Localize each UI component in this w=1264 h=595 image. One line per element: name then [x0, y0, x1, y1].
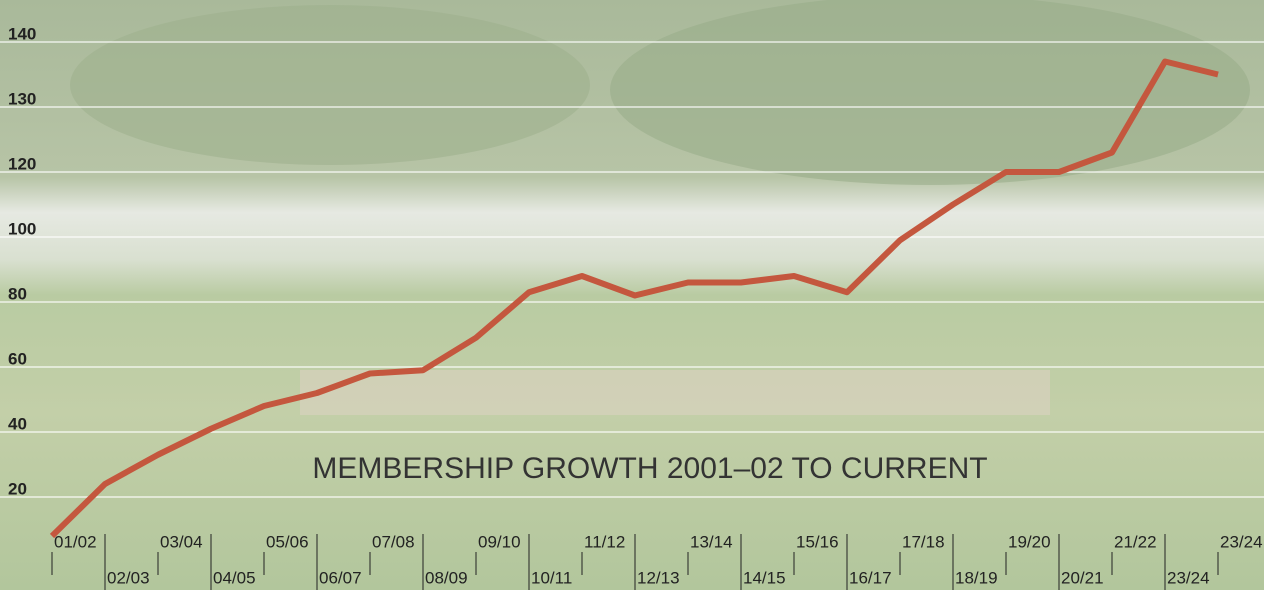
trees [610, 0, 1250, 185]
x-tick-label: 01/02 [54, 532, 97, 551]
x-tick-label: 06/07 [319, 568, 362, 587]
x-tick-label: 10/11 [531, 568, 572, 587]
x-tick-label: 16/17 [849, 568, 892, 587]
x-tick-label: 17/18 [902, 532, 945, 551]
x-tick-label: 05/06 [266, 532, 309, 551]
y-tick-label: 80 [8, 284, 27, 303]
y-tick-label: 20 [8, 479, 27, 498]
x-tick-label: 19/20 [1008, 532, 1051, 551]
trees [70, 5, 590, 165]
x-tick-label: 07/08 [372, 532, 415, 551]
y-tick-label: 60 [8, 349, 27, 368]
x-tick-label: 23/24 [1167, 568, 1210, 587]
y-tick-label: 140 [8, 24, 36, 43]
x-tick-label: 20/21 [1061, 568, 1104, 587]
x-tick-label: 14/15 [743, 568, 786, 587]
x-tick-label: 03/04 [160, 532, 203, 551]
y-tick-label: 120 [8, 154, 36, 173]
x-tick-label: 15/16 [796, 532, 839, 551]
y-tick-label: 40 [8, 414, 27, 433]
chart-title: MEMBERSHIP GROWTH 2001–02 TO CURRENT [312, 452, 987, 485]
x-tick-label: 04/05 [213, 568, 256, 587]
x-tick-label: 12/13 [637, 568, 680, 587]
x-tick-label: 18/19 [955, 568, 998, 587]
pitch [300, 370, 1050, 415]
y-tick-label: 130 [8, 89, 36, 108]
x-tick-label: 08/09 [425, 568, 468, 587]
x-tick-label: 13/14 [690, 532, 733, 551]
x-tick-label: 11/12 [584, 532, 625, 551]
chart: 20 40 60 80 100 120 130 140 01/02 02/03 03/04 04/05… [0, 0, 1264, 590]
x-tick-label: 02/03 [107, 568, 150, 587]
x-tick-label: 23/24 [1220, 532, 1263, 551]
x-tick-label: 09/10 [478, 532, 521, 551]
x-tick-label: 21/22 [1114, 532, 1157, 551]
y-tick-label: 100 [8, 219, 36, 238]
